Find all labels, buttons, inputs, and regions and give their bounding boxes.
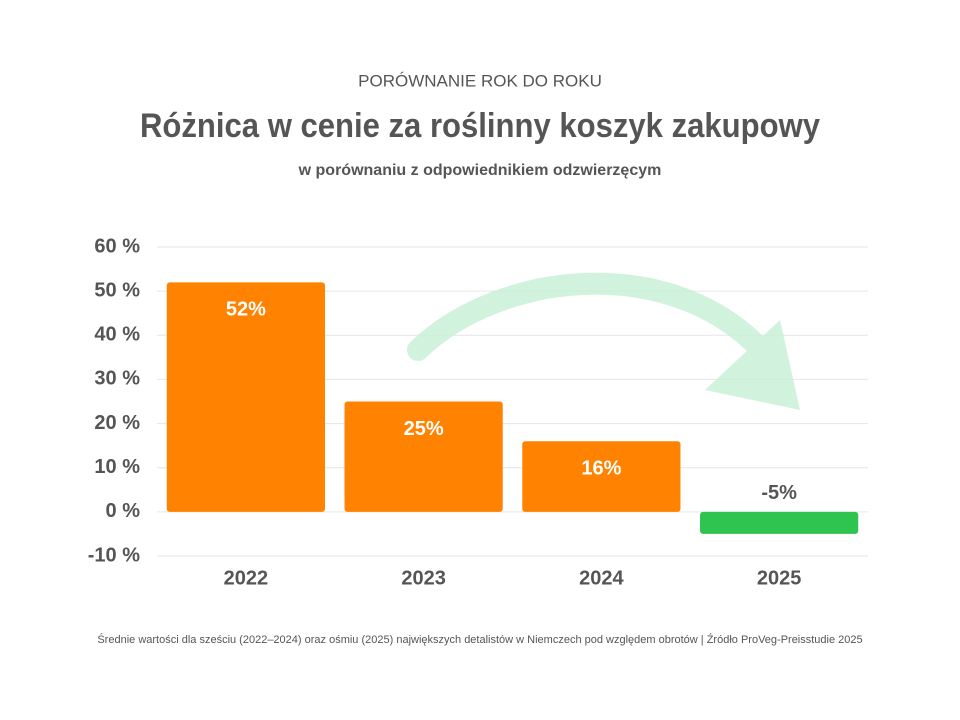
y-tick-label: 30 % xyxy=(94,368,140,390)
value-label: 16% xyxy=(581,458,621,480)
arrow-head xyxy=(705,320,800,410)
value-label: -5% xyxy=(761,482,797,504)
x-tick-label: 2024 xyxy=(579,567,624,589)
bar xyxy=(700,511,859,534)
value-label: 52% xyxy=(226,299,266,321)
y-tick-label: 10 % xyxy=(94,456,140,478)
y-tick-label: 50 % xyxy=(94,279,140,301)
chart-note: Średnie wartości dla sześciu (2022–2024)… xyxy=(97,633,862,646)
value-label: 25% xyxy=(404,418,444,440)
plot: -10 % 0 % 10 % 20 % 30 % 40 % 50 % 60 % 2022 52% 2… xyxy=(88,235,868,589)
bar xyxy=(522,441,681,512)
chart-kicker: PORÓWNANIE ROK DO ROKU xyxy=(358,71,602,90)
x-tick-label: 2022 xyxy=(224,567,269,589)
bar xyxy=(344,401,503,512)
x-tick-label: 2025 xyxy=(757,567,802,589)
chart-title: Różnica w cenie za roślinny koszyk zakup… xyxy=(140,107,820,145)
y-tick-label: -10 % xyxy=(88,544,140,566)
bar xyxy=(166,282,325,512)
y-tick-label: 0 % xyxy=(106,500,141,522)
x-tick-label: 2023 xyxy=(401,567,446,589)
chart-subtitle: w porównaniu z odpowiednikiem odzwierzęc… xyxy=(298,162,662,179)
y-tick-label: 20 % xyxy=(94,412,140,434)
trend-arrow xyxy=(407,272,800,410)
y-tick-label: 40 % xyxy=(94,324,140,346)
arrow-body xyxy=(407,272,781,371)
y-tick-label: 60 % xyxy=(94,235,140,257)
